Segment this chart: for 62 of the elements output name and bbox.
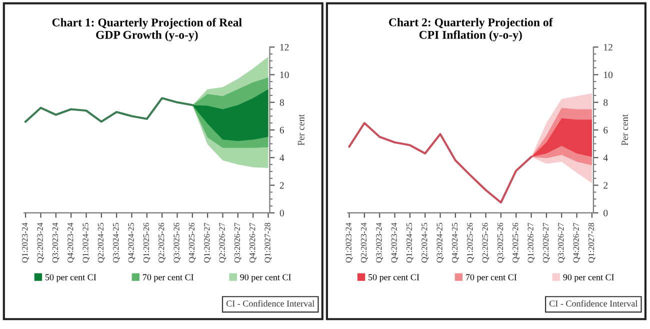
x-tick-label: Q4:2024-25 [452,222,459,263]
y-tick-label: 8 [604,99,608,106]
x-tick-label: Q3:2026-27 [558,222,565,263]
x-tick-label: Q4:2026-27 [573,222,580,263]
line-series [24,97,194,123]
x-tick-label: Q4:2023-24 [68,222,74,263]
y-axis-title: Per cent [298,114,304,146]
legend-label: 50 per cent CI [46,274,96,282]
y-axis-title: Per cent [622,114,628,146]
text: CI - Confidence Interval [550,300,638,307]
x-tick-label: Q2:2026-27 [219,222,226,263]
y-tick-label: 2 [280,182,284,189]
chart-title: Chart 1: Quarterly Projection of Real GDP Growth (y-o-y) [52,18,242,42]
x-tick-label: Q3:2023-24 [376,222,383,263]
x-tick-label: Q2:2023-24 [360,222,368,263]
x-tick-label: Q4:2025-26 [188,222,196,263]
x-tick-label: Q1:2027-28 [588,222,596,263]
y-tick-label: 12 [280,44,289,50]
x-tick-label: Q2:2024-25 [98,222,105,263]
legend-label: 70 per cent CI [466,274,517,282]
x-tick-label: Q4:2026-27 [250,222,256,263]
x-tick-label: Q2:2025-26 [158,222,166,263]
y-tick-label: 10 [604,72,613,78]
x-tick-label: Q3:2023-24 [52,222,60,263]
x-tick-label: Q3:2025-26 [497,222,504,263]
y-tick-label: 0 [604,210,608,216]
x-tick-label: Q2:2024-25 [422,222,428,263]
x-tick-label: Q1:2023-24 [22,222,29,263]
text: CI - Confidence Interval [226,300,314,307]
x-tick-label: Q1:2023-24 [346,222,353,263]
line-series [348,122,532,204]
x-tick-label: Q4:2024-25 [128,222,136,263]
legend-label: 90 per cent CI [563,274,614,282]
y-tick-label: 10 [280,72,289,78]
legend-label: 90 per cent CI [240,274,291,282]
legend-label: 70 per cent CI [143,274,194,282]
x-tick-label: Q2:2025-26 [482,222,490,263]
x-tick-label: Q1:2025-26 [143,222,150,263]
chart-title: Chart 2: Quarterly Projection of CPI Inflation (y-o-y) [388,18,553,42]
x-tick-label: Q1:2027-28 [264,222,272,263]
y-tick-label: 4 [280,154,284,161]
y-tick-label: 2 [604,182,608,189]
x-tick-label: Q4:2025-26 [512,222,520,263]
legend-label: 50 per cent CI [368,274,420,282]
x-tick-label: Q1:2026-27 [204,222,211,263]
x-tick-label: Q3:2024-25 [436,222,444,263]
y-tick-label: 8 [280,99,284,106]
y-tick-label: 6 [280,126,284,134]
x-tick-label: Q3:2026-27 [234,222,242,263]
x-tick-label: Q2:2026-27 [542,222,550,263]
x-tick-label: Q1:2026-27 [528,222,535,263]
x-tick-label: Q3:2024-25 [113,222,120,263]
y-tick-label: 4 [603,154,608,161]
x-tick-label: Q2:2023-24 [37,222,44,263]
y-tick-label: 12 [604,44,612,50]
x-tick-label: Q1:2024-25 [406,222,414,263]
x-tick-label: Q4:2023-24 [391,222,398,263]
x-tick-label: Q1:2025-26 [467,222,474,263]
y-tick-label: 0 [280,210,284,216]
y-tick-label: 6 [604,126,608,134]
x-tick-label: Q3:2025-26 [174,222,181,263]
x-tick-label: Q1:2024-25 [82,222,90,263]
